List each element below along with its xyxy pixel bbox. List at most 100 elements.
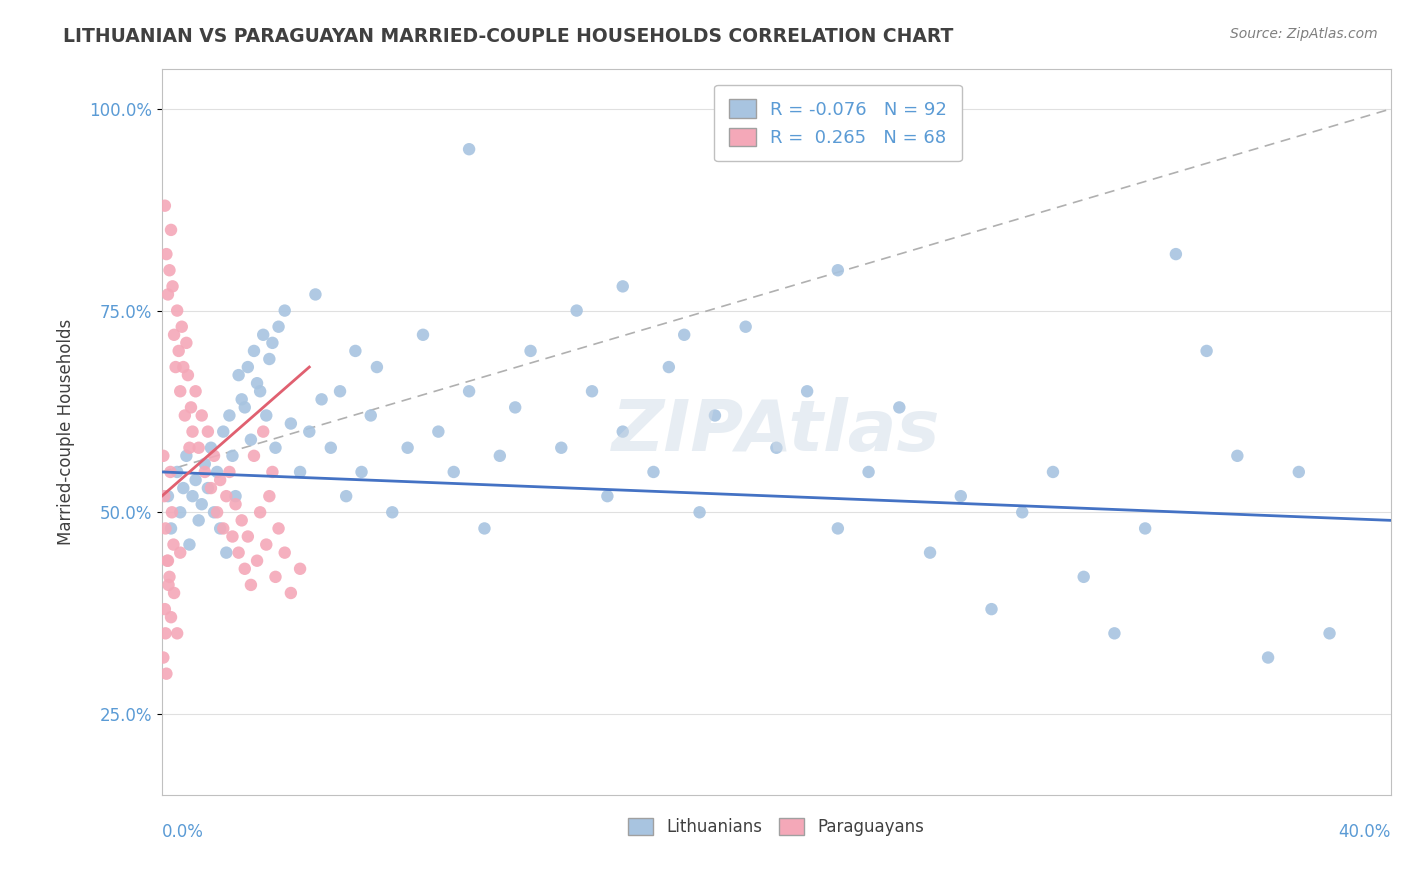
Point: [1195, 343, 1218, 358]
Point: [155, 626, 177, 640]
Point: [252, 425, 274, 439]
Text: LITHUANIAN VS PARAGUAYAN MARRIED-COUPLE HOUSEHOLDS CORRELATION CHART: LITHUANIAN VS PARAGUAYAN MARRIED-COUPLE …: [63, 27, 953, 45]
Point: [1226, 449, 1249, 463]
Point: [228, 368, 250, 383]
Point: [1257, 650, 1279, 665]
Point: [918, 546, 941, 560]
Point: [1073, 570, 1095, 584]
Point: [366, 360, 388, 375]
Point: [288, 465, 311, 479]
Text: Source: ZipAtlas.com: Source: ZipAtlas.com: [1230, 27, 1378, 41]
Point: [288, 562, 311, 576]
Point: [236, 529, 259, 543]
Point: [596, 489, 619, 503]
Point: [612, 425, 634, 439]
Legend: Lithuanians, Paraguayans: Lithuanians, Paraguayans: [620, 810, 932, 845]
Point: [239, 433, 262, 447]
Point: [396, 441, 419, 455]
Point: [200, 481, 222, 495]
Point: [159, 465, 181, 479]
Point: [1288, 465, 1310, 479]
Point: [703, 409, 725, 423]
Point: [215, 546, 238, 560]
Point: [689, 505, 711, 519]
Point: [202, 449, 225, 463]
Point: [169, 546, 191, 560]
Point: [246, 376, 269, 391]
Point: [231, 513, 253, 527]
Point: [177, 368, 200, 383]
Point: [889, 401, 911, 415]
Point: [262, 465, 284, 479]
Point: [458, 384, 481, 399]
Point: [212, 521, 235, 535]
Point: [167, 343, 190, 358]
Point: [427, 425, 450, 439]
Point: [176, 449, 198, 463]
Point: [1104, 626, 1126, 640]
Point: [643, 465, 665, 479]
Point: [488, 449, 510, 463]
Point: [170, 319, 193, 334]
Point: [381, 505, 404, 519]
Point: [172, 481, 194, 495]
Point: [179, 441, 201, 455]
Point: [209, 473, 232, 487]
Point: [205, 465, 228, 479]
Point: [197, 481, 219, 495]
Point: [225, 489, 247, 503]
Point: [190, 409, 212, 423]
Point: [239, 578, 262, 592]
Point: [156, 287, 179, 301]
Point: [155, 666, 177, 681]
Point: [311, 392, 333, 407]
Point: [155, 247, 177, 261]
Point: [156, 489, 179, 503]
Point: [262, 335, 284, 350]
Point: [194, 457, 217, 471]
Point: [228, 546, 250, 560]
Point: [231, 392, 253, 407]
Point: [184, 384, 207, 399]
Point: [264, 570, 287, 584]
Point: [827, 263, 849, 277]
Point: [184, 473, 207, 487]
Point: [176, 335, 198, 350]
Point: [166, 303, 188, 318]
Point: [156, 554, 179, 568]
Point: [209, 521, 232, 535]
Point: [153, 199, 176, 213]
Text: 40.0%: 40.0%: [1339, 823, 1391, 841]
Point: [162, 538, 184, 552]
Point: [215, 489, 238, 503]
Point: [163, 586, 186, 600]
Point: [236, 360, 259, 375]
Point: [233, 562, 256, 576]
Y-axis label: Married-couple Households: Married-couple Households: [58, 318, 75, 545]
Point: [172, 360, 194, 375]
Point: [734, 319, 756, 334]
Point: [796, 384, 818, 399]
Point: [179, 538, 201, 552]
Point: [181, 425, 204, 439]
Point: [673, 327, 696, 342]
Point: [152, 650, 174, 665]
Point: [329, 384, 352, 399]
Point: [160, 505, 183, 519]
Point: [221, 529, 243, 543]
Point: [194, 465, 217, 479]
Point: [180, 401, 202, 415]
Point: [173, 409, 195, 423]
Point: [304, 287, 326, 301]
Point: [581, 384, 603, 399]
Point: [319, 441, 342, 455]
Point: [187, 441, 209, 455]
Point: [658, 360, 681, 375]
Point: [160, 521, 183, 535]
Point: [1164, 247, 1187, 261]
Point: [233, 401, 256, 415]
Point: [519, 343, 541, 358]
Point: [243, 343, 266, 358]
Point: [181, 489, 204, 503]
Point: [187, 513, 209, 527]
